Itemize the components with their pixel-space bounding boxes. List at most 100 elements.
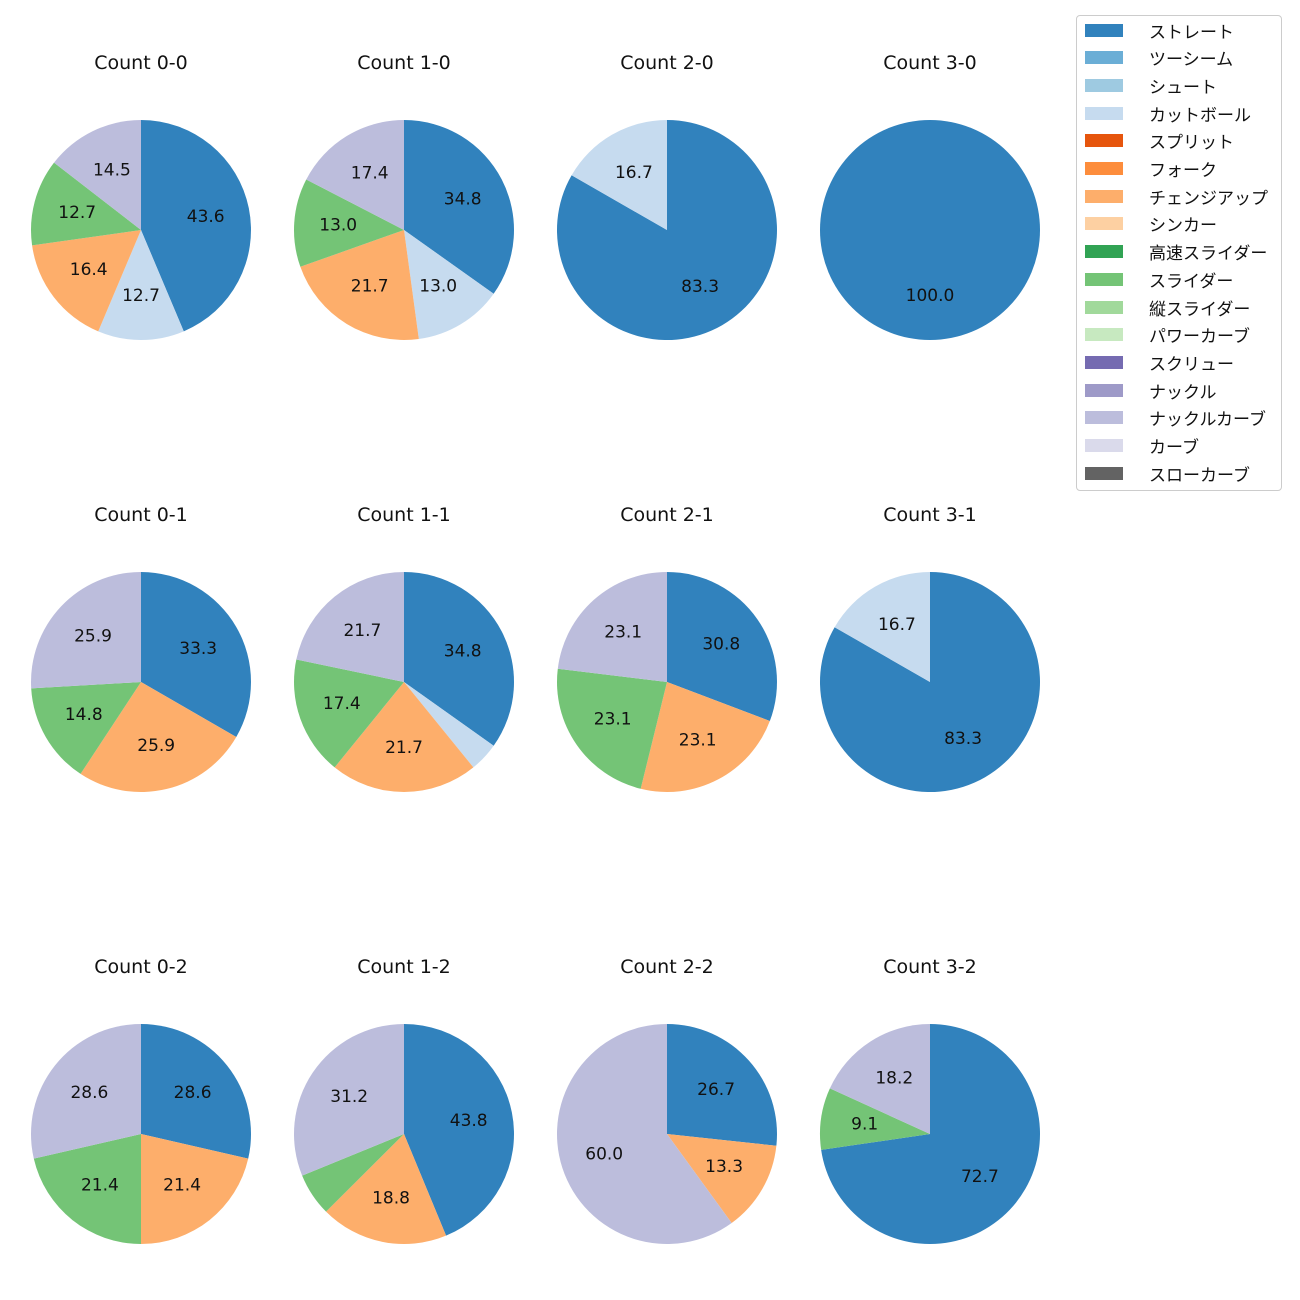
pie-slice-count-1-2-3 xyxy=(293,1024,404,1176)
legend-swatch xyxy=(1085,300,1123,314)
pie-slice-count-0-1-3 xyxy=(31,572,141,689)
legend-item: ツーシーム xyxy=(1085,48,1234,71)
pie-title: Count 2-0 xyxy=(620,52,714,74)
legend-label: スプリット xyxy=(1149,133,1234,154)
pie-slice-label: 13.3 xyxy=(705,1157,743,1177)
pie-slice-count-2-1-0 xyxy=(667,572,777,722)
legend-item: 高速スライダー xyxy=(1085,242,1268,265)
pie-title: Count 1-2 xyxy=(357,956,451,978)
pie-slice-label: 34.8 xyxy=(444,642,482,662)
pie-slice-label: 16.7 xyxy=(878,615,916,635)
legend-item: スプリット xyxy=(1085,131,1234,154)
legend-label: シンカー xyxy=(1149,216,1217,237)
pie-slice-label: 31.2 xyxy=(330,1087,368,1107)
pie-title: Count 2-1 xyxy=(620,504,714,526)
pie-slice-count-0-1-1 xyxy=(80,682,237,792)
pie-slice-label: 16.4 xyxy=(70,260,108,280)
pie-slice-count-1-0-3 xyxy=(293,179,404,267)
legend-label: ツーシーム xyxy=(1149,50,1234,71)
pie-title: Count 1-1 xyxy=(357,504,451,526)
pie-count-0-0: Count 0-0 43.6 12.7 16.4 12.7 14.5 xyxy=(31,52,251,340)
pie-slice-count-0-2-1 xyxy=(141,1134,249,1244)
pie-slice-label: 25.9 xyxy=(137,736,175,756)
legend-swatch xyxy=(1085,355,1123,369)
pie-title: Count 0-0 xyxy=(94,52,188,74)
legend-swatch xyxy=(1085,134,1123,148)
pie-slice-count-1-1-3 xyxy=(294,659,404,768)
legend-label: カーブ xyxy=(1149,438,1199,458)
pie-slice-count-1-0-2 xyxy=(300,230,419,341)
legend-swatch xyxy=(1085,439,1123,452)
pie-slice-label: 100.0 xyxy=(906,286,955,306)
pie-title: Count 0-2 xyxy=(94,956,188,978)
pie-slice-count-0-0-2 xyxy=(32,230,141,332)
pie-title: Count 3-2 xyxy=(883,956,977,978)
pie-count-3-1: Count 3-1 83.3 16.7 xyxy=(819,504,1040,792)
pie-slice-label: 28.6 xyxy=(70,1083,108,1103)
pie-slice-label: 16.7 xyxy=(615,163,653,183)
pie-slice-count-1-0-4 xyxy=(306,120,404,230)
pie-slice-label: 72.7 xyxy=(961,1167,999,1187)
legend-swatch xyxy=(1085,328,1123,342)
legend-item: カーブ xyxy=(1085,436,1199,458)
legend-label: 縦スライダー xyxy=(1149,299,1251,320)
pie-slice-label: 21.4 xyxy=(81,1176,119,1196)
pie-slice-label: 14.8 xyxy=(65,705,103,725)
pie-slice-count-2-1-1 xyxy=(640,682,770,792)
pie-slice-label: 9.1 xyxy=(851,1115,878,1135)
pie-slice-count-2-2-1 xyxy=(667,1134,777,1223)
pie-slice-count-1-0-0 xyxy=(404,120,515,294)
pie-slice-label: 21.7 xyxy=(385,738,423,758)
pie-slice-count-1-1-0 xyxy=(404,572,515,746)
pie-slice-label: 26.7 xyxy=(697,1080,735,1100)
legend-swatch xyxy=(1085,162,1123,175)
legend-label: フォーク xyxy=(1149,161,1217,181)
pie-slice-count-0-2-3 xyxy=(30,1023,141,1159)
pie-slice-count-0-2-0 xyxy=(141,1024,252,1159)
legend-swatch xyxy=(1085,383,1123,397)
legend-label: ストレート xyxy=(1149,22,1234,43)
legend-item: スローカーブ xyxy=(1085,463,1250,486)
legend-item: パワーカーブ xyxy=(1085,325,1250,347)
legend-item: ストレート xyxy=(1085,20,1234,43)
legend-item: カットボール xyxy=(1085,103,1251,126)
legend-label: ナックル xyxy=(1149,382,1217,403)
pie-slice-label: 83.3 xyxy=(944,729,982,749)
pie-slice-count-1-1-2 xyxy=(334,682,474,793)
legend-label: チェンジアップ xyxy=(1149,188,1268,209)
pie-slice-label: 43.8 xyxy=(450,1111,488,1131)
legend-swatch xyxy=(1085,23,1123,37)
pie-slice-count-2-0-0 xyxy=(556,120,777,340)
pie-slice-label: 23.1 xyxy=(594,710,632,730)
pie-slice-count-1-2-0 xyxy=(404,1024,514,1236)
legend-item: 縦スライダー xyxy=(1085,297,1251,320)
legend-label: 高速スライダー xyxy=(1149,244,1268,265)
pie-slice-count-2-2-2 xyxy=(557,1024,732,1244)
pie-slice-count-1-2-1 xyxy=(326,1134,447,1244)
pie-slice-count-0-1-2 xyxy=(31,682,141,774)
legend-swatch xyxy=(1085,106,1123,120)
legend-item: スクリュー xyxy=(1085,352,1234,375)
pie-title: Count 2-2 xyxy=(620,956,714,978)
pie-slice-label: 12.7 xyxy=(122,286,160,306)
legend-item: スライダー xyxy=(1085,269,1233,292)
pie-slice-label: 28.6 xyxy=(174,1083,212,1103)
pie-slice-label: 13.0 xyxy=(419,277,457,297)
legend-label: スクリュー xyxy=(1149,354,1234,375)
pie-slice-count-3-2-0 xyxy=(821,1024,1041,1244)
pie-slice-label: 21.7 xyxy=(343,621,381,641)
legend-item: ナックル xyxy=(1085,380,1217,403)
pie-slice-count-1-1-1 xyxy=(404,682,494,768)
pie-slice-label: 33.3 xyxy=(179,639,217,659)
pie-slice-label: 18.2 xyxy=(875,1069,913,1089)
legend-item: フォーク xyxy=(1085,159,1217,181)
pie-slice-count-3-1-1 xyxy=(834,572,930,682)
pie-slice-label: 60.0 xyxy=(585,1144,623,1164)
pie-slice-label: 23.1 xyxy=(679,730,717,750)
legend-label: ナックルカーブ xyxy=(1149,410,1266,431)
pie-slice-count-0-1-0 xyxy=(141,572,251,737)
pie-count-2-2: Count 2-2 26.7 13.3 60.0 xyxy=(557,956,777,1244)
pie-slice-label: 21.4 xyxy=(163,1176,201,1196)
pie-slice-count-3-1-0 xyxy=(819,572,1040,792)
pie-slice-label: 25.9 xyxy=(74,627,112,647)
